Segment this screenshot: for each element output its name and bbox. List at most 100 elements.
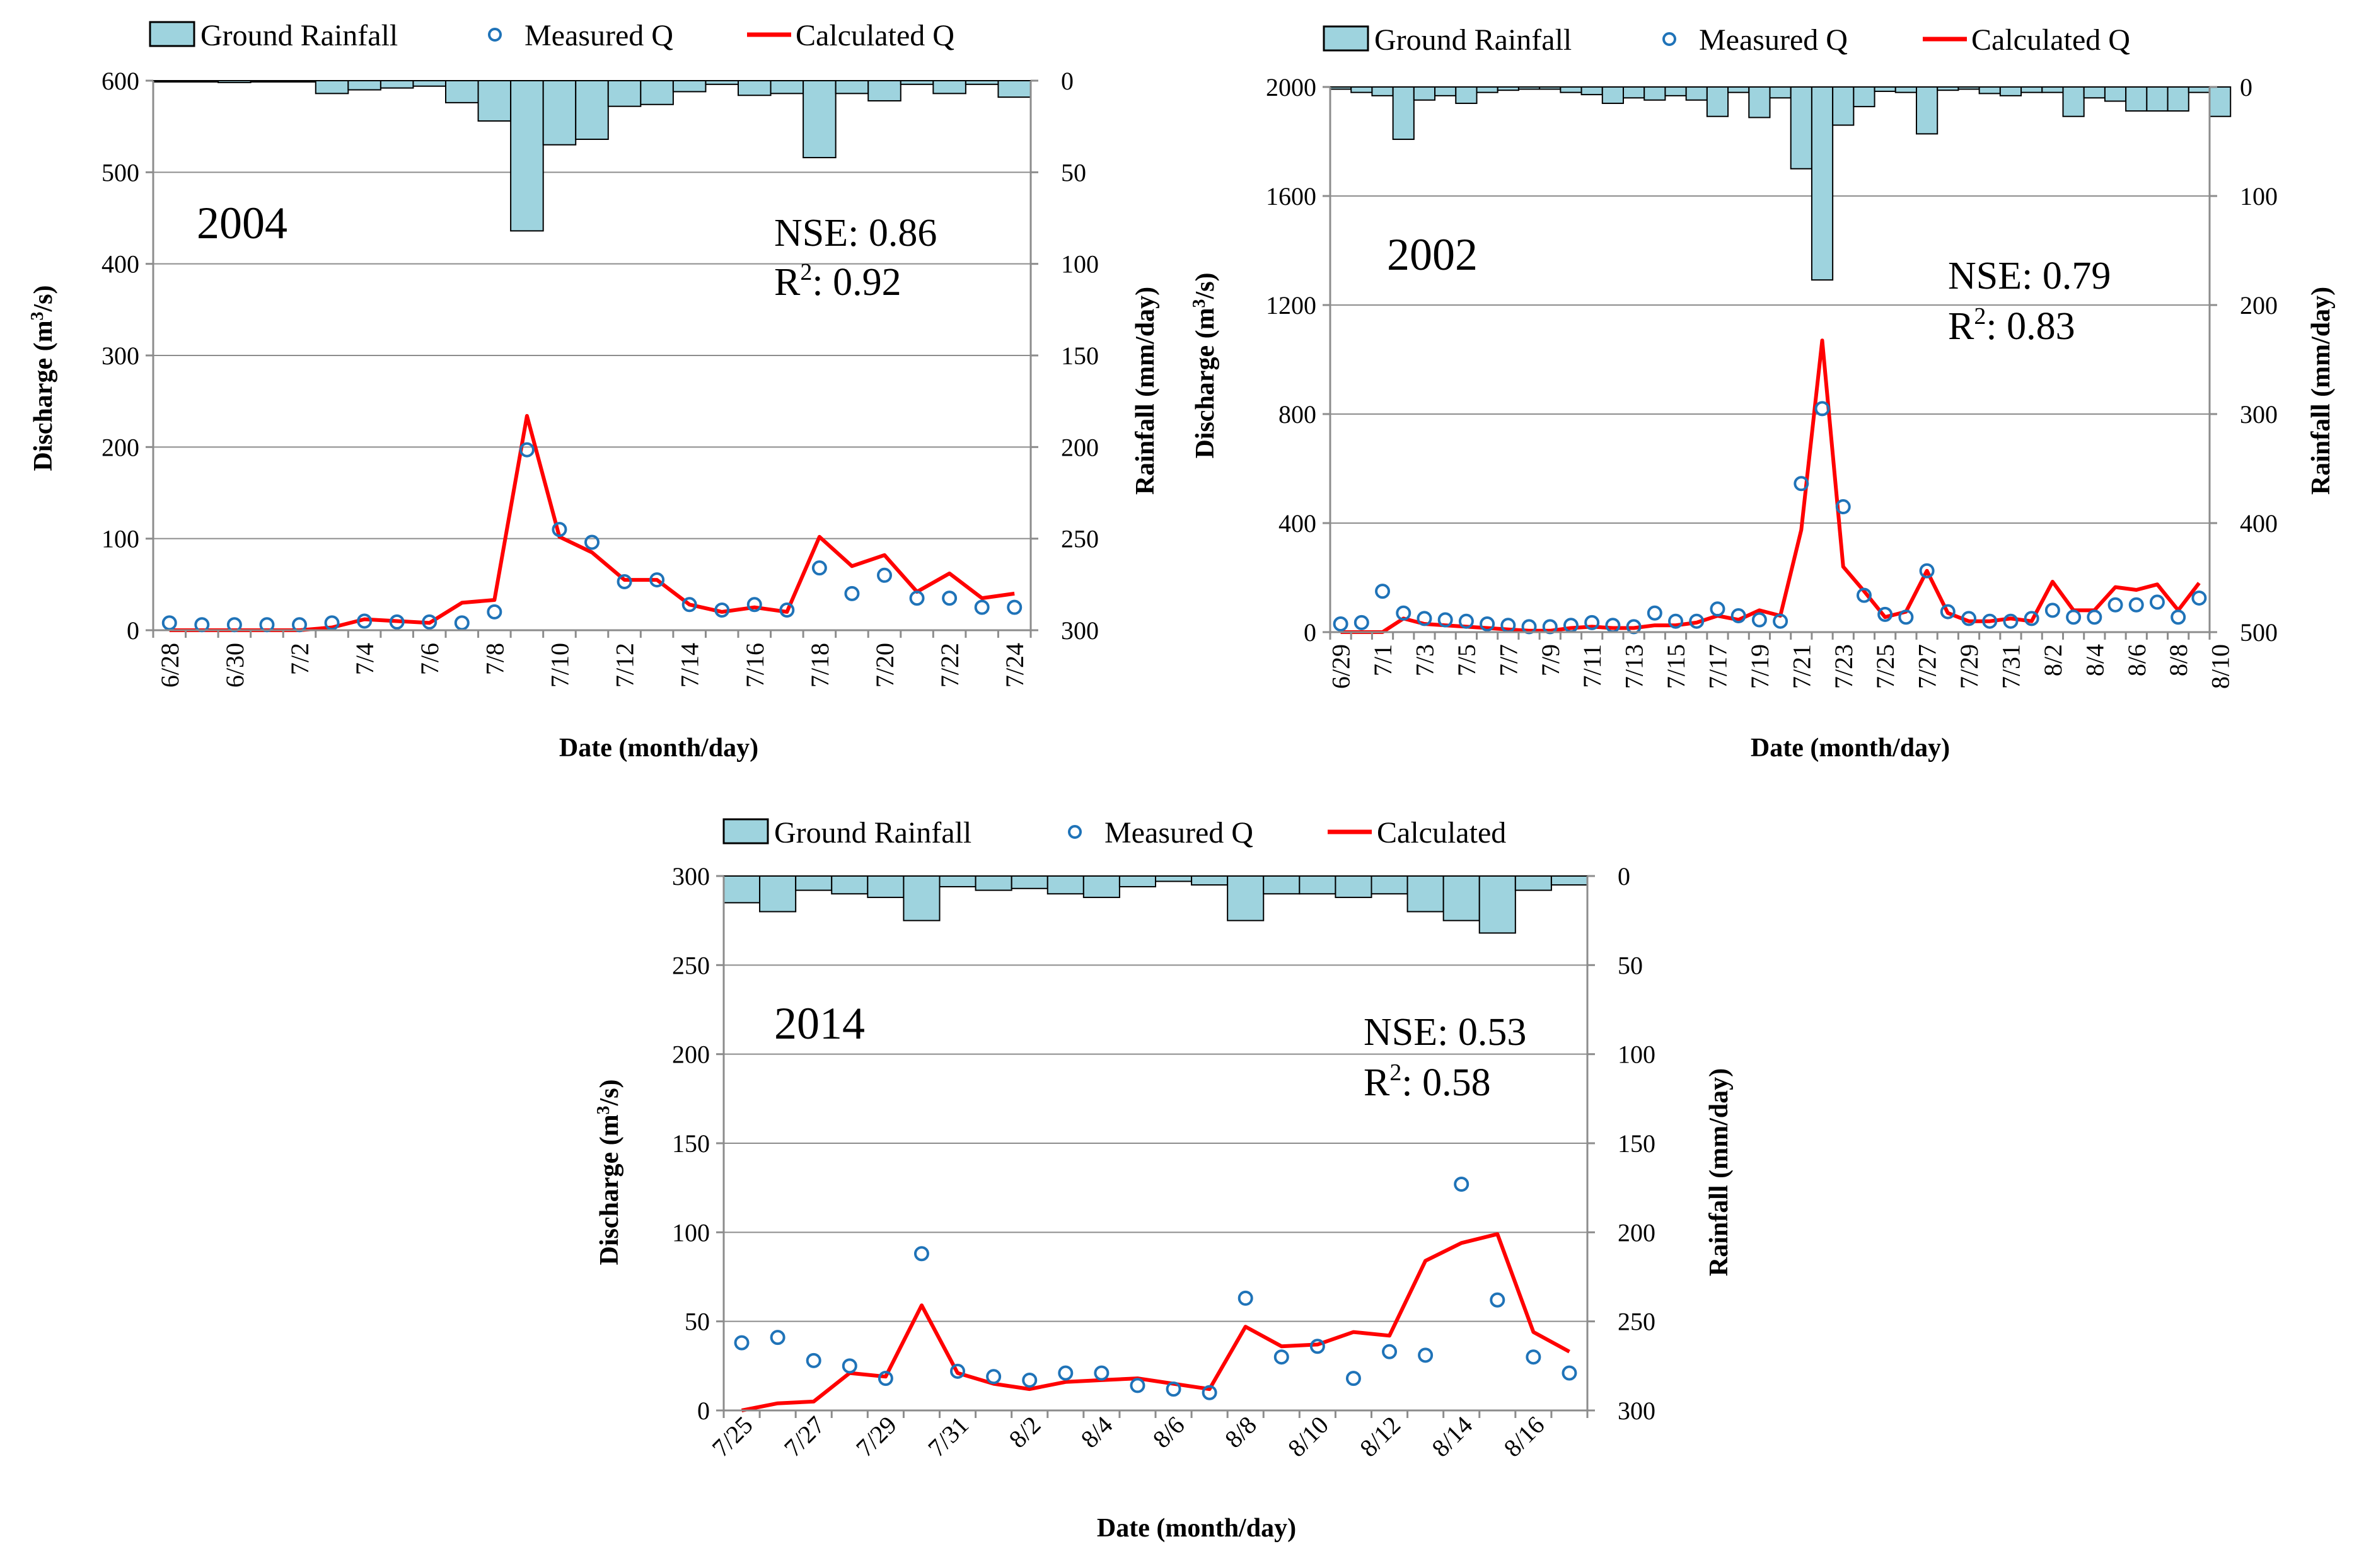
measured-q-point (779, 602, 795, 618)
chart-2002: Ground Rainfall Measured Q Calculated Q … (1190, 23, 2336, 763)
rainfall-bar (575, 80, 609, 141)
legend-label-measured: Measured Q (1104, 816, 1253, 850)
rainfall-bar (1853, 86, 1875, 108)
rainfall-bar (1227, 875, 1265, 921)
measured-q-point (1454, 1177, 1469, 1192)
measured-q-point (519, 442, 535, 458)
rainfall-bar (1330, 86, 1352, 90)
rainfall-bar (510, 80, 544, 232)
rainfall-bar (1442, 875, 1480, 921)
x-tick-label: 8/6 (1147, 1410, 1190, 1453)
chart-2004: Ground Rainfall Measured Q Calculated Q … (28, 19, 1160, 763)
rainfall-bar (1790, 86, 1812, 170)
measured-q-point (842, 1358, 857, 1374)
rainfall-bar (1874, 86, 1896, 92)
y2-tick-label: 300 (1618, 1397, 1655, 1425)
rainfall-bar (1999, 86, 2022, 96)
rainfall-bar (185, 80, 219, 83)
rainfall-bar (1455, 86, 1478, 104)
x-tick-label: 8/14 (1426, 1410, 1478, 1462)
x-tick-label: 7/21 (1787, 644, 1816, 689)
measured-q-point (1940, 604, 1956, 620)
measured-q-point (649, 572, 665, 588)
measured-q-point (1919, 563, 1935, 579)
rainfall-bar (1894, 86, 1917, 93)
measured-q-point (1773, 613, 1788, 629)
nse-label: NSE: 0.53 (1364, 1011, 1526, 1054)
measured-q-point (552, 522, 567, 538)
rainfall-bar (1406, 875, 1444, 913)
measured-q-point (2087, 609, 2102, 625)
measured-q-point (584, 534, 600, 550)
x-tick-labels: 7/25 7/27 7/29 7/31 8/2 8/4 8/6 8/8 8/10 8/12 8/14… (707, 1410, 1550, 1462)
y-tick-label: 0 (127, 616, 139, 645)
measured-q-point (1526, 1349, 1541, 1365)
y-tick-label: 200 (101, 433, 139, 461)
rainfall-bar (282, 80, 316, 83)
rainfall-bar (759, 875, 797, 913)
measured-q-point (1396, 605, 1411, 621)
x-tick-label: 7/31 (922, 1410, 974, 1462)
x-tick-label: 7/12 (611, 643, 639, 688)
rainfall-bar (723, 875, 761, 904)
rainfall-bar (2083, 86, 2106, 99)
rainfall-bar (1350, 86, 1373, 93)
axes (146, 79, 1038, 638)
x-tick-label: 7/29 (850, 1410, 902, 1462)
measured-q-point (617, 574, 632, 589)
measured-q-point (1166, 1381, 1181, 1397)
measured-q-point (1982, 613, 1998, 629)
rainfall-bars (723, 875, 1589, 934)
y-tick-labels: 0 400 800 1200 1600 2000 (1266, 73, 1316, 647)
rainfall-bar (2104, 86, 2127, 102)
rainfall-bar (217, 80, 252, 83)
rainfall-bar (153, 80, 187, 83)
x-tick-label: 8/10 (2206, 644, 2235, 689)
rainfall-bar (2020, 86, 2043, 93)
measured-q-point (942, 591, 958, 606)
rainfall-bar (380, 80, 414, 89)
x-tick-labels: 6/29 7/1 7/3 7/5 7/7 7/9 7/11 7/13 7/15 7/17 7/19 7… (1327, 644, 2235, 689)
year-label: 2004 (197, 198, 287, 248)
measured-q-point (422, 614, 438, 630)
rainfall-bar (542, 80, 577, 146)
measured-q-point (2171, 609, 2186, 625)
rainfall-bar (867, 875, 905, 898)
measured-q-point (1094, 1365, 1110, 1381)
rainfall-bar (1664, 86, 1687, 96)
rainfall-bar (2167, 86, 2189, 112)
x-tick-label: 7/4 (351, 643, 379, 675)
rainfall-bar (1335, 875, 1372, 898)
x-tick-label: 8/8 (2164, 644, 2193, 676)
y2-tick-label: 100 (2240, 182, 2278, 210)
y2-tick-label: 150 (1618, 1129, 1655, 1158)
calculated-q-line (741, 1232, 1570, 1412)
measured-q-point (1022, 1372, 1038, 1388)
rainfall-bar (1539, 86, 1562, 90)
measured-q-point (2003, 613, 2019, 629)
y-axis-title: Discharge (m3/s) (1190, 272, 1220, 458)
measured-q-point (1814, 401, 1830, 417)
x-tick-label: 7/9 (1536, 644, 1565, 676)
rainfall-bar (1811, 86, 1834, 281)
rainfall-bar (997, 80, 1032, 98)
measured-q-point (161, 615, 177, 631)
rainfall-bar (2209, 86, 2232, 117)
measured-q-point (2107, 597, 2123, 613)
x-tick-label: 6/29 (1327, 644, 1355, 689)
x-tick-label: 8/10 (1282, 1410, 1334, 1462)
rainfall-bar (1371, 875, 1408, 895)
y2-tick-label: 200 (2240, 291, 2278, 320)
x-tick-labels: 6/28 6/30 7/2 7/4 7/6 7/8 7/10 7/12 7/14 7/16 7/18… (156, 643, 1029, 688)
measured-q-point (1562, 1365, 1577, 1381)
measured-q-point (913, 1246, 929, 1262)
measured-q-point (1835, 499, 1851, 515)
x-tick-label: 7/22 (936, 643, 964, 688)
rainfall-bar (1478, 875, 1516, 934)
x-tick-label: 7/24 (1000, 643, 1029, 688)
rainfall-bar (1434, 86, 1457, 96)
legend-label-rainfall: Ground Rainfall (1374, 23, 1572, 57)
axes (1323, 86, 2217, 640)
legend-swatch-rainfall (1323, 25, 1369, 52)
rainfall-bar (1517, 86, 1541, 90)
